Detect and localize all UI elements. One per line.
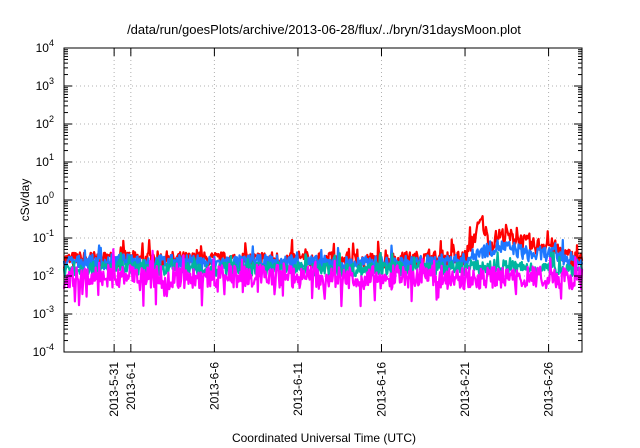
x-tick-label: 2013-6-11 [291,362,305,416]
x-tick-label: 2013-6-6 [207,362,221,410]
y-tick-label: 103 [36,76,54,93]
y-tick-label: 10-2 [33,266,54,283]
x-axis-label: Coordinated Universal Time (UTC) [232,431,416,445]
series-line [62,248,584,308]
y-tick-label: 10-4 [33,342,54,359]
x-tick-label: 2013-6-16 [374,362,388,417]
ticks [64,47,582,353]
y-tick-label: 102 [36,114,54,131]
x-tick-labels: 2013-5-31 2013-6-1 2013-6-6 2013-6-11 2013-6… [107,362,555,417]
y-tick-label: 100 [36,190,54,207]
x-tick-label: 2013-6-26 [542,362,556,417]
x-tick-label: 2013-6-21 [458,362,472,417]
series-layer [62,215,584,308]
chart-title: /data/run/goesPlots/archive/2013-06-28/f… [127,22,521,37]
y-tick-label: 10-1 [33,228,54,245]
y-tick-labels: 10-4 10-3 10-2 10-1 100 101 102 103 104 [33,38,54,359]
y-tick-label: 101 [36,152,54,169]
y-tick-label: 10-3 [33,304,54,321]
y-tick-label: 104 [36,38,54,55]
y-axis-label: cSv/day [18,179,32,222]
grid [64,48,582,352]
x-tick-label: 2013-6-1 [124,362,138,410]
x-tick-label: 2013-5-31 [107,362,121,417]
